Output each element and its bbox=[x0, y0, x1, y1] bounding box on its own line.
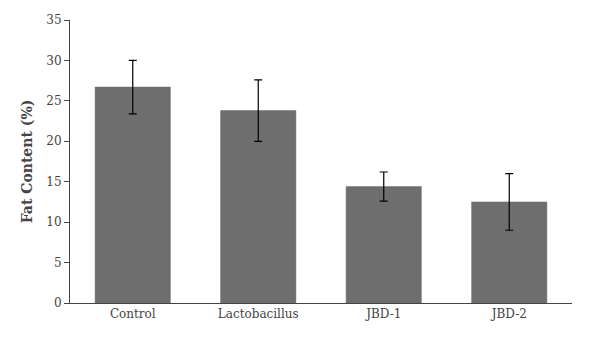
svg-text:Fat Content (%): Fat Content (%) bbox=[19, 100, 35, 224]
svg-text:25: 25 bbox=[46, 94, 61, 108]
svg-text:5: 5 bbox=[54, 256, 62, 270]
svg-text:15: 15 bbox=[46, 175, 61, 189]
svg-text:Lactobacillus: Lactobacillus bbox=[218, 307, 299, 321]
svg-text:35: 35 bbox=[46, 13, 61, 27]
svg-text:JBD-2: JBD-2 bbox=[490, 307, 527, 321]
svg-text:JBD-1: JBD-1 bbox=[364, 307, 401, 321]
svg-text:20: 20 bbox=[46, 134, 61, 148]
svg-text:Control: Control bbox=[110, 307, 156, 321]
svg-text:30: 30 bbox=[46, 54, 61, 68]
svg-text:0: 0 bbox=[54, 296, 62, 310]
svg-text:10: 10 bbox=[46, 215, 61, 229]
